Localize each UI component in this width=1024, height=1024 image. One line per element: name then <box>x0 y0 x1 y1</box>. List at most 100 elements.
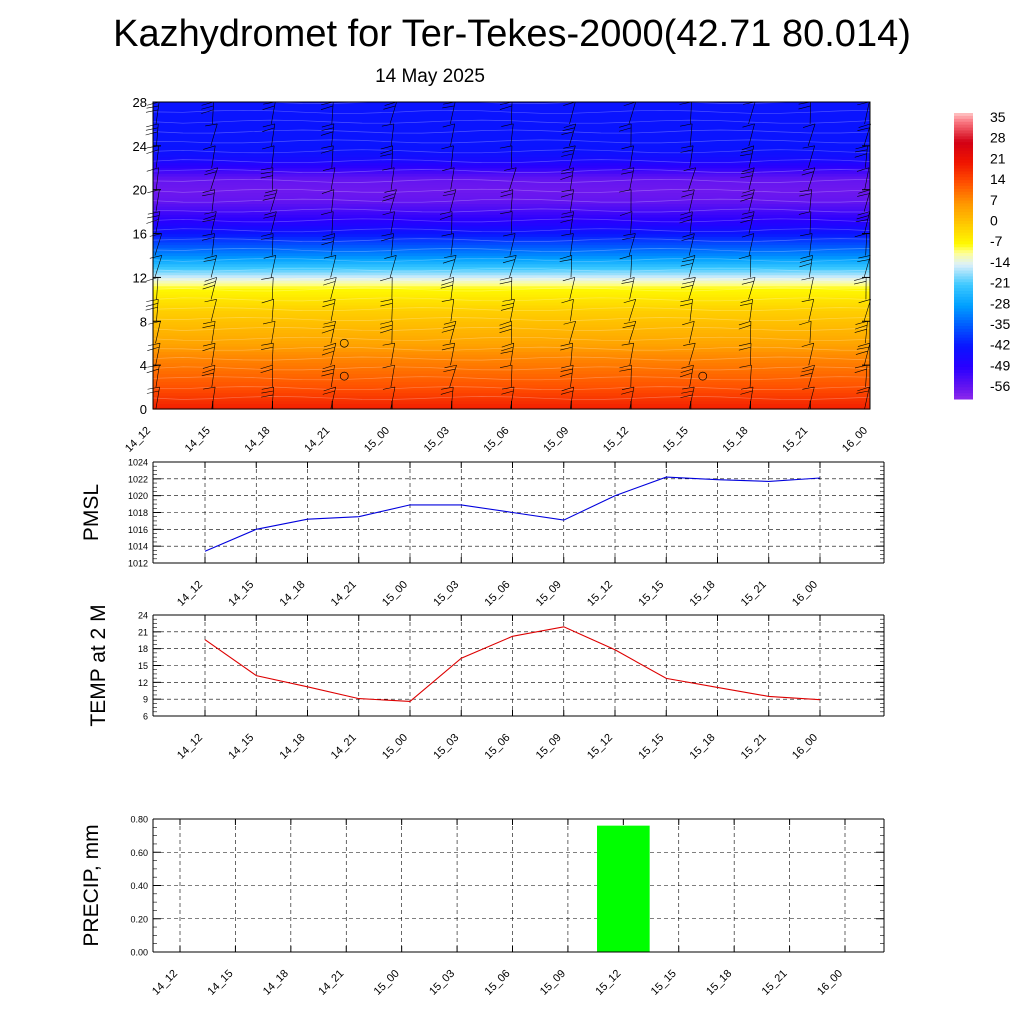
barb-flag <box>562 127 575 131</box>
barb-flag <box>320 149 334 154</box>
barb-flag <box>858 299 871 304</box>
barb-flag <box>802 364 815 369</box>
wind-barb <box>500 211 513 234</box>
barb-flag <box>442 123 455 128</box>
barb-shaft <box>809 189 812 212</box>
barb-shaft <box>211 321 216 344</box>
x-tick-label: 14_12 <box>150 968 180 998</box>
barb-shaft <box>748 277 756 300</box>
barb-shaft <box>749 343 752 366</box>
colorbar-segment <box>954 209 973 213</box>
barb-flag <box>205 167 218 172</box>
barb-flag <box>621 386 635 391</box>
barb-flag <box>560 346 573 351</box>
x-tick-label: 15_06 <box>483 732 513 762</box>
calm-wind-marker <box>339 371 349 381</box>
colorbar-segment <box>954 238 973 242</box>
barb-flag <box>683 167 696 171</box>
barb-flag <box>680 394 693 398</box>
wind-barb <box>204 299 217 322</box>
wind-barb <box>442 167 455 190</box>
barb-flag <box>201 101 214 106</box>
colorbar-segment <box>954 261 973 266</box>
colorbar-segment <box>954 369 973 374</box>
barb-shaft <box>630 211 633 234</box>
colorbar-segment <box>954 381 973 385</box>
barb-flag <box>681 193 694 198</box>
barb-shaft <box>864 386 870 410</box>
temperature-band <box>153 304 870 309</box>
barb-shaft <box>748 189 755 212</box>
temperature-band <box>153 178 870 183</box>
barb-flag <box>560 372 573 377</box>
wind-barb <box>500 342 515 366</box>
x-tick-label: 15_21 <box>780 425 810 455</box>
wind-barb <box>262 145 275 168</box>
barb-flag <box>440 390 453 395</box>
barb-flag <box>563 320 576 325</box>
temperature-band <box>153 263 870 268</box>
barb-flag <box>500 306 514 311</box>
barb-shaft <box>570 233 574 256</box>
barb-flag <box>321 350 335 356</box>
pmsl-panel: 1012 1014 1016 1018 1020 1022 1024 14_12 14_15 14… <box>80 458 885 609</box>
barb-flag <box>858 255 871 259</box>
barb-flag <box>499 320 512 326</box>
barb-shaft <box>330 299 336 322</box>
barb-flag <box>504 167 517 171</box>
barb-flag <box>442 259 456 264</box>
wind-barb <box>800 233 813 256</box>
barb-flag <box>380 149 393 154</box>
colorbar-segment <box>954 200 973 204</box>
wind-barb <box>740 211 755 234</box>
barb-flag <box>441 145 454 150</box>
barb-flag <box>263 255 276 259</box>
barb-flag <box>802 386 815 390</box>
barb-shaft <box>864 211 870 234</box>
barb-flag <box>680 149 693 153</box>
wind-barb <box>679 364 694 388</box>
wind-barb <box>321 364 335 388</box>
colorbar-segment <box>954 223 973 228</box>
barb-flag <box>561 131 574 135</box>
wind-barb <box>739 364 752 388</box>
barb-flag <box>560 368 573 372</box>
temperature-band <box>153 217 870 221</box>
colorbar-segment <box>954 352 973 356</box>
barb-flag <box>499 277 512 281</box>
y-tick-label: 4 <box>140 358 147 373</box>
barb-flag <box>560 219 573 223</box>
barb-flag <box>740 299 753 303</box>
barb-shaft <box>628 101 637 125</box>
barb-flag <box>857 386 870 392</box>
temperature-band <box>153 173 870 177</box>
barb-flag <box>442 324 455 329</box>
barb-shaft <box>748 145 755 168</box>
barb-flag <box>204 211 217 215</box>
wind-barb <box>742 123 755 146</box>
barb-flag <box>202 219 215 222</box>
wind-barb <box>683 342 696 366</box>
barb-flag <box>260 175 273 179</box>
colorbar-segment <box>954 115 973 120</box>
barb-flag <box>380 302 393 307</box>
x-tick-label: 15_18 <box>688 579 718 609</box>
colorbar-segment <box>954 215 973 219</box>
barb-flag <box>440 285 453 289</box>
colorbar-segment <box>954 171 973 175</box>
colorbar-segment <box>954 247 973 251</box>
x-tick-label: 15_00 <box>380 579 410 609</box>
barb-shaft <box>689 145 694 168</box>
colorbar-segment <box>954 232 973 237</box>
barb-flag <box>681 237 694 241</box>
wind-barb <box>741 233 755 256</box>
wind-barb <box>382 211 395 234</box>
wind-barb <box>263 211 277 234</box>
barb-flag <box>382 197 395 202</box>
barb-flag <box>261 346 274 350</box>
barb-shaft <box>688 343 696 366</box>
barb-flag <box>619 364 632 369</box>
colorbar-segment <box>954 293 973 298</box>
colorbar-segment <box>954 334 973 339</box>
barb-flag <box>856 390 869 394</box>
